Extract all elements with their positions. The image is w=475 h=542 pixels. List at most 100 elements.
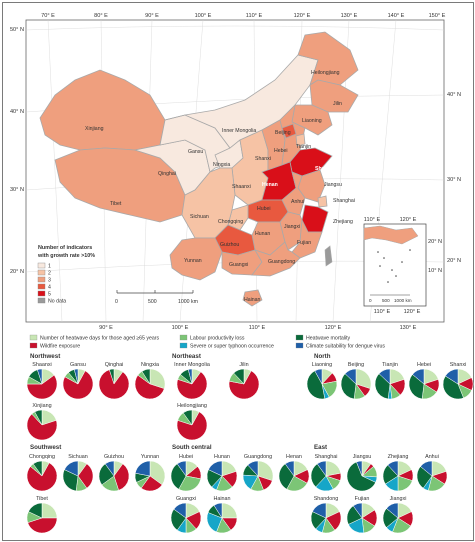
pie-qinghai[interactable]: Qinghai xyxy=(98,362,130,400)
pie-xinjiang[interactable]: Xinjiang xyxy=(26,403,58,441)
pie-jiangsu[interactable]: Jiangsu xyxy=(346,454,378,492)
pie-label: Hubei xyxy=(179,454,193,460)
pie-label: Tianjin xyxy=(382,362,398,368)
province-guangdong[interactable] xyxy=(251,241,301,277)
pie-liaoning[interactable]: Liaoning xyxy=(306,362,338,400)
pie-chongqing[interactable]: Chongqing xyxy=(26,454,58,492)
pie-slice xyxy=(228,370,260,400)
label-heilongjiang: Heilongjiang xyxy=(311,70,340,76)
lon-tick-top: 110° E xyxy=(246,13,263,19)
pie-hainan[interactable]: Hainan xyxy=(206,496,238,534)
pie-shaanxi[interactable]: Shaanxi xyxy=(26,362,58,400)
pie-shanxi[interactable]: Shanxi xyxy=(442,362,474,400)
province-heilongjiang[interactable] xyxy=(297,31,359,86)
pie-slice xyxy=(444,368,459,385)
inset-scale-0: 0 xyxy=(369,298,372,303)
province-hainan[interactable] xyxy=(242,289,263,307)
pie-beijing[interactable]: Beijing xyxy=(340,362,372,400)
pie-label: Anhui xyxy=(425,454,439,460)
indicator-legend-swatch xyxy=(29,342,38,349)
pie-slice xyxy=(374,373,391,400)
pie-slice xyxy=(176,371,208,400)
pie-tibet[interactable]: Tibet xyxy=(26,496,58,534)
pie-jiangxi[interactable]: Jiangxi xyxy=(382,496,414,534)
label-jilin: Jilin xyxy=(333,101,342,107)
pie-slice xyxy=(28,502,43,519)
pie-zhejiang[interactable]: Zhejiang xyxy=(382,454,414,492)
pie-label: Hebei xyxy=(417,362,431,368)
pie-anhui[interactable]: Anhui xyxy=(416,454,448,492)
indicator-legend-swatch xyxy=(295,334,304,341)
pie-slice xyxy=(34,409,43,426)
pie-label: Xinjiang xyxy=(32,403,51,409)
pie-hebei[interactable]: Hebei xyxy=(408,362,440,400)
pie-ningxia[interactable]: Ningxia xyxy=(134,362,166,400)
pie-label: Qinghai xyxy=(105,362,124,368)
pie-slice xyxy=(344,368,357,385)
pie-henan[interactable]: Henan xyxy=(278,454,310,492)
pie-label: Chongqing xyxy=(29,454,55,460)
pie-slice xyxy=(73,368,79,385)
region-title-southwest: Southwest xyxy=(30,444,61,451)
lat-tick-left: 40° N xyxy=(10,109,24,115)
indicator-legend-swatch xyxy=(295,342,304,349)
lon-tick-top: 130° E xyxy=(341,13,358,19)
pie-slice xyxy=(408,374,425,400)
pie-label: Jilin xyxy=(239,362,248,368)
pie-jilin[interactable]: Jilin xyxy=(228,362,260,400)
pie-hunan[interactable]: Hunan xyxy=(206,454,238,492)
indicator-legend-label: Wildfire exposure xyxy=(40,343,80,349)
pie-shandong[interactable]: Shandong xyxy=(310,496,342,534)
province-inner-mongolia[interactable] xyxy=(164,54,319,149)
label-hunan: Hunan xyxy=(255,231,270,237)
pie-slice xyxy=(442,375,464,400)
indicator-legend-label: Number of heatwave days for those aged ≥… xyxy=(40,335,159,341)
pie-label: Beijing xyxy=(348,362,364,368)
label-yunnan: Yunnan xyxy=(184,258,202,264)
count-legend-swatch xyxy=(37,276,46,283)
province-shanghai[interactable] xyxy=(317,195,328,208)
province-beijing[interactable] xyxy=(281,123,297,139)
pie-shanghai[interactable]: Shanghai xyxy=(310,454,342,492)
pie-heilongjiang[interactable]: Heilongjiang xyxy=(176,403,208,441)
pie-hubei[interactable]: Hubei xyxy=(170,454,202,492)
count-legend-label: 1 xyxy=(48,264,51,270)
pie-label: Ningxia xyxy=(141,362,159,368)
label-jiangsu: Jiangsu xyxy=(324,182,342,188)
pie-fujian[interactable]: Fujian xyxy=(346,496,378,534)
province-tianjin[interactable] xyxy=(295,133,306,147)
pie-label: Liaoning xyxy=(312,362,332,368)
pie-slice xyxy=(176,411,208,441)
pie-guangxi[interactable]: Guangxi xyxy=(170,496,202,534)
lon-tick-top: 120° E xyxy=(294,13,311,19)
pie-slice xyxy=(386,502,399,519)
lon-tick-top: 90° E xyxy=(145,13,159,19)
lon-tick-bottom: 130° E xyxy=(400,325,417,331)
pie-sichuan[interactable]: Sichuan xyxy=(62,454,94,492)
pie-slice xyxy=(187,368,193,385)
pie-label: Jiangsu xyxy=(353,454,372,460)
indicator-legend-label: Severe or super typhoon occurrence xyxy=(190,343,274,349)
pie-slice xyxy=(37,368,43,385)
pie-yunnan[interactable]: Yunnan xyxy=(134,454,166,492)
pie-slice xyxy=(141,368,151,385)
pie-inner-mongolia[interactable]: Inner Mongolia xyxy=(174,362,210,400)
pie-gansu[interactable]: Gansu xyxy=(62,362,94,400)
pie-tianjin[interactable]: Tianjin xyxy=(374,362,406,400)
count-legend-title: Number of indicators xyxy=(38,245,92,251)
province-yunnan[interactable] xyxy=(169,237,223,281)
label-shanghai: Shanghai xyxy=(333,198,355,204)
province-labels: Heilongjiang Jilin Liaoning Inner Mongol… xyxy=(85,70,355,303)
scale-label-500: 500 xyxy=(148,299,157,305)
pie-label: Inner Mongolia xyxy=(174,362,210,368)
pie-guangdong[interactable]: Guangdong xyxy=(242,454,274,492)
inset-lon-bottom-120: 120° E xyxy=(404,309,421,315)
region-title-south-central: South central xyxy=(172,444,212,451)
inset-lon-bottom-110: 110° E xyxy=(374,309,391,315)
lat-labels-right: 40° N 30° N 20° N xyxy=(447,92,461,264)
pie-guizhou[interactable]: Guizhou xyxy=(98,454,130,492)
lon-tick-bottom: 100° E xyxy=(172,325,189,331)
label-fujian: Fujian xyxy=(297,240,311,246)
pie-label: Fujian xyxy=(355,496,370,502)
